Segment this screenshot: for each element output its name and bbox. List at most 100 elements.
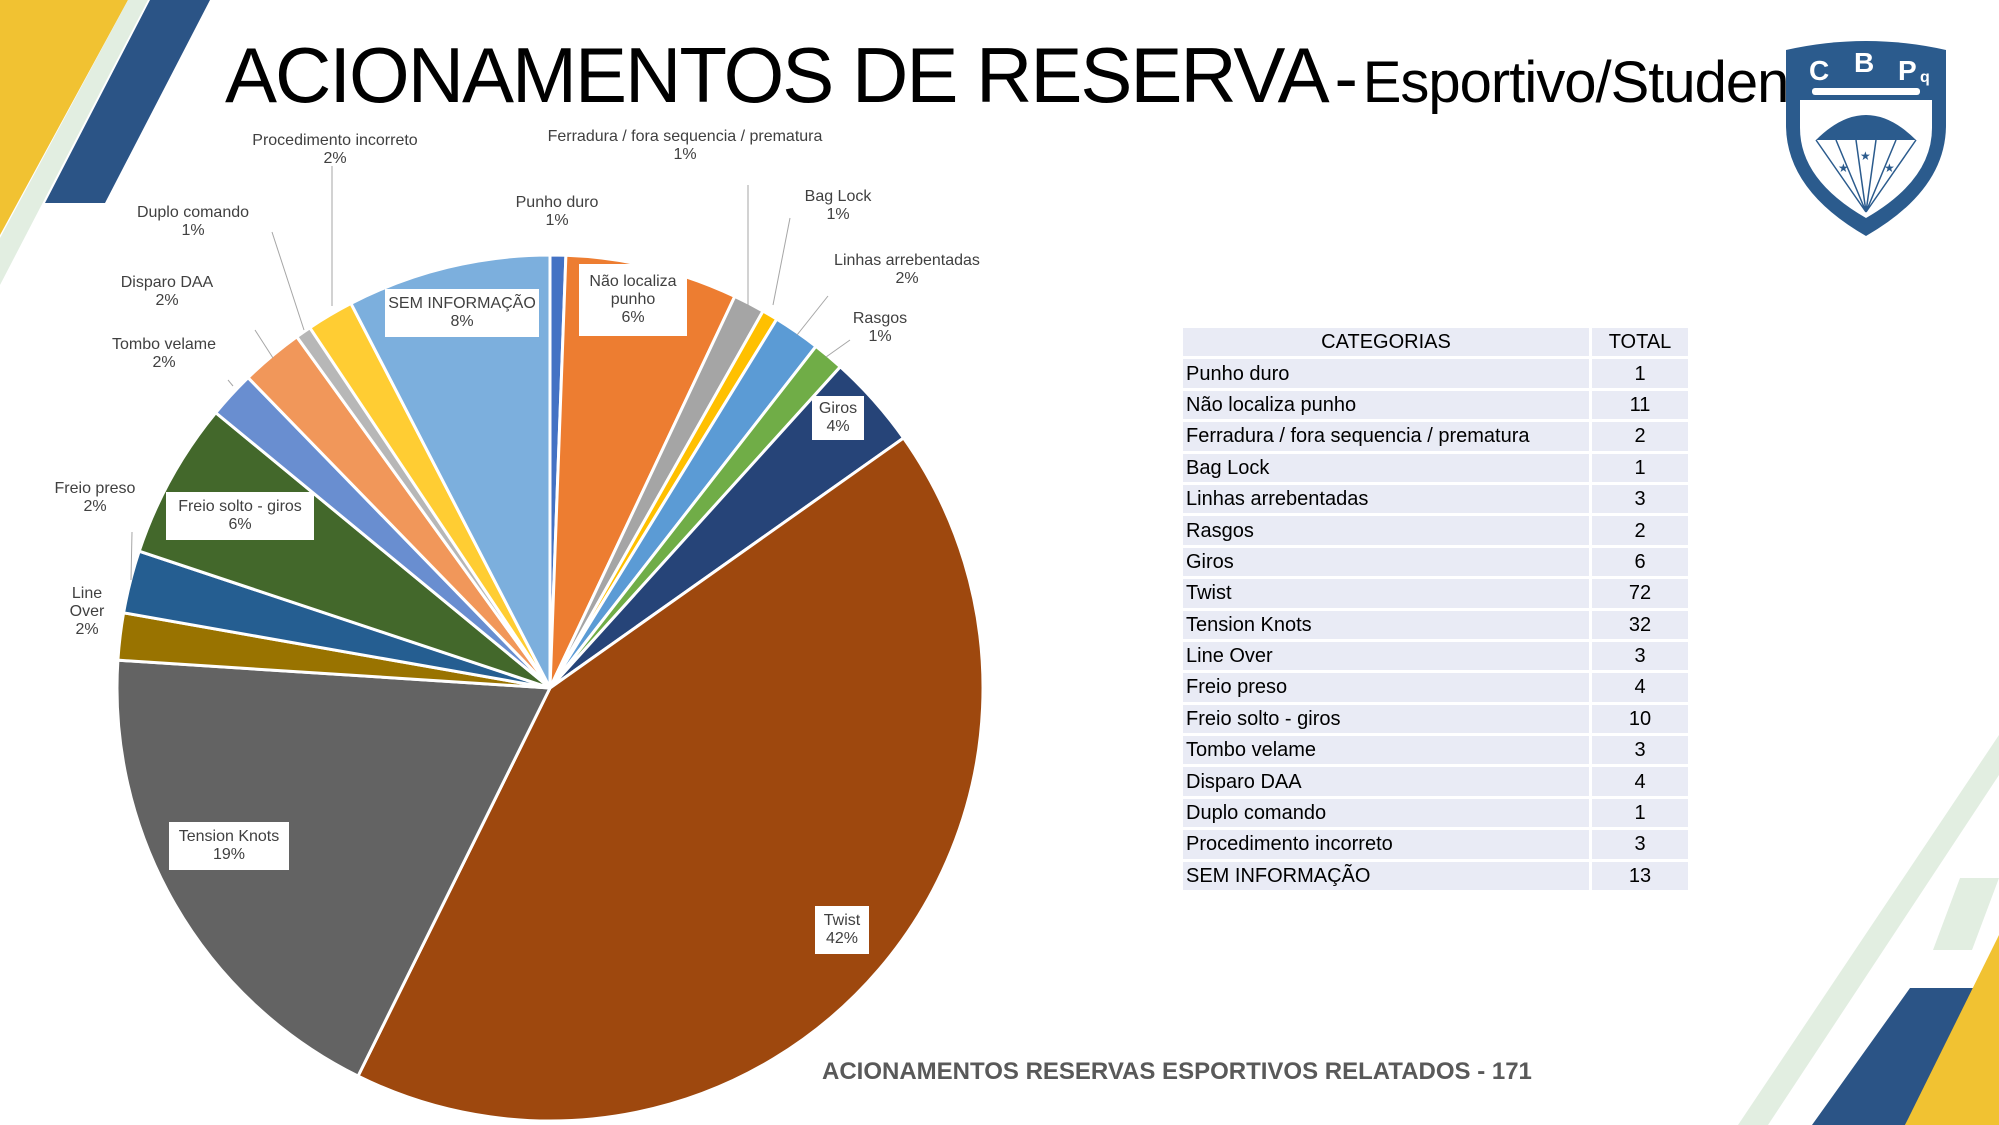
- leader-line: [772, 217, 791, 306]
- table-cell-total: 6: [1589, 547, 1688, 577]
- table-row: Linhas arrebentadas 3: [1183, 484, 1688, 514]
- stripe-navy-top: [45, 0, 210, 203]
- table-cell-category: Bag Lock: [1183, 453, 1589, 482]
- pie-slices: [115, 253, 985, 1123]
- leader-line: [254, 329, 274, 359]
- stripe-green-small: [1933, 878, 1999, 950]
- data-label-box: [166, 492, 314, 540]
- table-cell-category: Linhas arrebentadas: [1183, 484, 1589, 514]
- data-label: Procedimento incorreto 2%: [252, 132, 418, 167]
- leader-line: [227, 379, 234, 387]
- title-main: ACIONAMENTOS DE RESERVA: [225, 31, 1330, 119]
- logo-star: ★: [1860, 149, 1871, 163]
- logo-bar: [1812, 88, 1920, 95]
- data-label: Twist 42%: [824, 912, 861, 947]
- table-cell-total: 2: [1589, 516, 1688, 545]
- table-cell-category: Não localiza punho: [1183, 390, 1589, 420]
- table-cell-category: Giros: [1183, 547, 1589, 577]
- table-row: Não localiza punho 11: [1183, 390, 1688, 420]
- table-cell-category: Rasgos: [1183, 516, 1589, 545]
- pie-slice: [115, 658, 553, 1079]
- table-row: Line Over 3: [1183, 641, 1688, 671]
- data-label: Tension Knots 19%: [179, 828, 280, 863]
- leader-line: [796, 295, 829, 336]
- data-label: Freio solto - giros 6%: [178, 498, 302, 533]
- data-label-box: [812, 396, 864, 440]
- table-cell-category: Punho duro: [1183, 359, 1589, 388]
- table-row: Procedimento incorreto 3: [1183, 830, 1688, 859]
- table-header-row: CATEGORIAS TOTAL: [1183, 328, 1688, 357]
- data-label: Duplo comando 1%: [137, 204, 249, 239]
- leader-line: [825, 339, 851, 358]
- logo-canopy: [1816, 115, 1916, 140]
- cbpq-parachute-shield-icon: C B P q ★ ★ ★: [1786, 41, 1946, 236]
- header-categorias: CATEGORIAS: [1183, 328, 1589, 357]
- table-row: Giros 6: [1183, 547, 1688, 577]
- table-row: Ferradura / fora sequencia / prematura 2: [1183, 422, 1688, 451]
- table-row: Duplo comando 1: [1183, 798, 1688, 828]
- table-cell-total: 13: [1589, 861, 1688, 891]
- table-row: Twist 72: [1183, 579, 1688, 608]
- table-row: Freio preso 4: [1183, 673, 1688, 702]
- category-table: CATEGORIAS TOTAL Punho duro 1 Não localiza…: [1183, 325, 1688, 893]
- table-cell-category: Freio solto - giros: [1183, 704, 1589, 734]
- logo-letter-q: q: [1920, 69, 1930, 86]
- table-row: Bag Lock 1: [1183, 453, 1688, 482]
- table-row: SEM INFORMAÇÃO 13: [1183, 861, 1688, 891]
- stripe-gold-top: [0, 0, 128, 235]
- table-cell-total: 10: [1589, 704, 1688, 734]
- table-cell-total: 1: [1589, 798, 1688, 828]
- data-label: Linhas arrebentadas 2%: [834, 252, 980, 287]
- table-cell-category: Tension Knots: [1183, 610, 1589, 639]
- footer-total: ACIONAMENTOS RESERVAS ESPORTIVOS RELATAD…: [822, 1058, 1532, 1085]
- data-label: SEM INFORMAÇÃO 8%: [388, 292, 536, 330]
- table-cell-category: Freio preso: [1183, 673, 1589, 702]
- table-cell-category: Procedimento incorreto: [1183, 830, 1589, 859]
- data-label: Freio preso 2%: [55, 480, 136, 515]
- table-row: Punho duro 1: [1183, 359, 1688, 388]
- table-row: Freio solto - giros 10: [1183, 704, 1688, 734]
- logo-lines: [1815, 139, 1917, 213]
- leader-line: [271, 231, 305, 331]
- table-cell-total: 11: [1589, 390, 1688, 420]
- table-cell-total: 1: [1589, 359, 1688, 388]
- table-cell-category: Line Over: [1183, 641, 1589, 671]
- table-cell-total: 32: [1589, 610, 1688, 639]
- table-cell-total: 72: [1589, 579, 1688, 608]
- stripe-gold-bottom: [1905, 935, 1999, 1125]
- pie-labels: Punho duro 1% Não localiza punho 6% Ferradura…: [55, 128, 980, 954]
- data-label: Bag Lock 1%: [805, 188, 873, 223]
- data-label-box: [169, 822, 289, 870]
- table-cell-total: 4: [1589, 767, 1688, 796]
- data-label: Tombo velame 2%: [112, 336, 216, 371]
- data-label: Punho duro 1%: [516, 194, 599, 229]
- stripe-navy-bottom: [1812, 988, 1985, 1125]
- stripe-green-bottom: [1738, 735, 1999, 1125]
- table-cell-category: Twist: [1183, 579, 1589, 608]
- data-label: Line Over 2%: [70, 585, 105, 638]
- data-label: Não localiza punho 6%: [589, 273, 676, 326]
- logo-star: ★: [1884, 161, 1895, 175]
- table-cell-total: 2: [1589, 422, 1688, 451]
- data-label: Disparo DAA 2%: [121, 274, 214, 309]
- table-cell-total: 3: [1589, 830, 1688, 859]
- pie-slice: [348, 253, 552, 689]
- logo-letter-p: P: [1898, 55, 1917, 86]
- logo-letter-c: C: [1809, 55, 1829, 86]
- pie-slice: [137, 410, 551, 690]
- table-cell-total: 3: [1589, 641, 1688, 671]
- table-cell-category: Duplo comando: [1183, 798, 1589, 828]
- table-cell-total: 3: [1589, 736, 1688, 765]
- page-title: ACIONAMENTOS DE RESERVA - Esportivo/Stud…: [225, 30, 1805, 121]
- table-cell-category: Tombo velame: [1183, 736, 1589, 765]
- data-label-box: [815, 906, 869, 954]
- table-cell-total: 1: [1589, 453, 1688, 482]
- table-cell-category: Ferradura / fora sequencia / prematura: [1183, 422, 1589, 451]
- table-row: Rasgos 2: [1183, 516, 1688, 545]
- leader-line: [130, 531, 133, 581]
- data-label-box: [579, 264, 687, 336]
- data-label: Rasgos 1%: [853, 310, 907, 345]
- logo-star: ★: [1838, 161, 1849, 175]
